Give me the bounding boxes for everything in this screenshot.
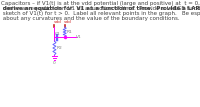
Text: about any curvatures and the value of the boundary conditions.: about any curvatures and the value of th… bbox=[1, 16, 180, 21]
Text: derive an equation for  V1 as a function of time.  Provide a LARGE: derive an equation for V1 as a function … bbox=[1, 6, 200, 11]
Text: Capacitors – if V1(t) is at the vdd potential (large and positive) at  t = 0,: Capacitors – if V1(t) is at the vdd pote… bbox=[1, 1, 200, 6]
Text: V1: V1 bbox=[76, 35, 82, 39]
Text: 0: 0 bbox=[53, 61, 56, 65]
Text: vdd: vdd bbox=[63, 20, 71, 24]
Text: C1: C1 bbox=[55, 32, 61, 36]
Text: sketch of V1(t) for t > 0.  Label all relevant points in the graph.   Be especia: sketch of V1(t) for t > 0. Label all rel… bbox=[1, 11, 200, 16]
Text: R1: R1 bbox=[67, 30, 73, 34]
Text: vdd: vdd bbox=[54, 20, 62, 24]
Text: derive an equation for  V1 as a function of time.  Provide a LARGE hand-drawn: derive an equation for V1 as a function … bbox=[1, 6, 200, 11]
Text: R2: R2 bbox=[57, 46, 62, 50]
